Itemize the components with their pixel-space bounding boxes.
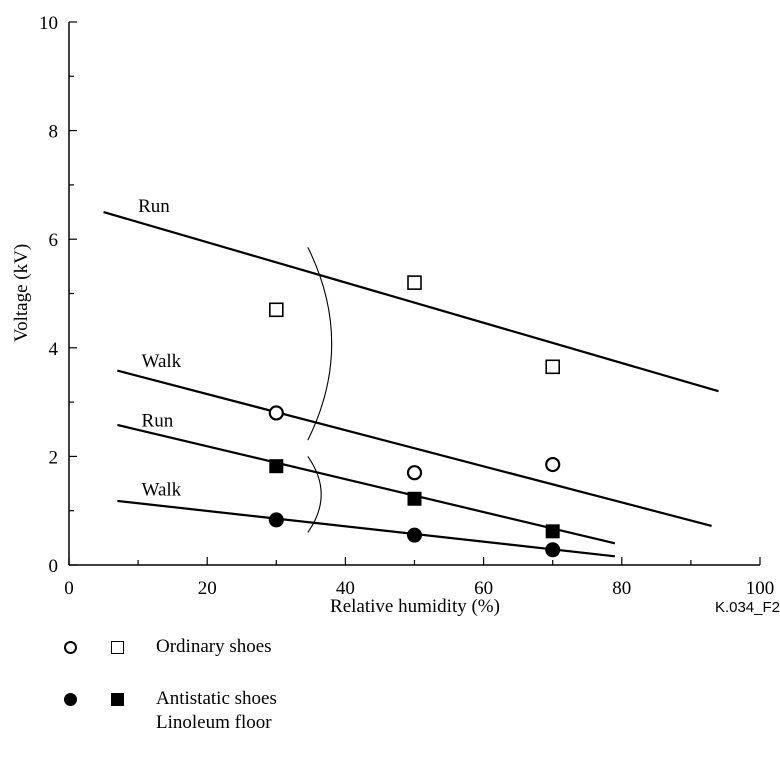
legend-label-ordinary: Ordinary shoes bbox=[156, 636, 272, 657]
trend-line bbox=[117, 499, 616, 558]
data-point-filled-square bbox=[407, 491, 422, 506]
x-tick-label: 40 bbox=[336, 578, 355, 599]
y-tick-label: 0 bbox=[49, 556, 59, 577]
brackets bbox=[307, 247, 333, 533]
x-tick-label: 100 bbox=[746, 578, 775, 599]
trend-lines bbox=[103, 210, 719, 558]
y-tick-label: 4 bbox=[49, 339, 59, 360]
y-tick-label: 10 bbox=[39, 13, 58, 34]
legend-label-antistatic: Antistatic shoes bbox=[156, 688, 277, 709]
line-label: Run bbox=[138, 196, 170, 217]
line-label: Walk bbox=[142, 479, 182, 500]
data-point-filled-circle bbox=[407, 527, 422, 543]
open-square-icon bbox=[111, 641, 124, 654]
trend-line bbox=[117, 423, 616, 545]
data-point-filled-square bbox=[545, 524, 560, 539]
y-tick-label: 6 bbox=[49, 230, 59, 251]
line-label: Walk bbox=[142, 351, 182, 372]
line-label: Run bbox=[142, 411, 174, 432]
trend-line bbox=[103, 210, 719, 393]
x-tick-label: 20 bbox=[198, 578, 217, 599]
bracket bbox=[307, 456, 322, 533]
data-point-open-circle bbox=[545, 456, 561, 473]
x-tick-label: 60 bbox=[474, 578, 493, 599]
data-point-filled-square bbox=[269, 459, 284, 474]
filled-circle-icon bbox=[64, 693, 77, 706]
legend-label-floor: Linoleum floor bbox=[156, 712, 272, 733]
data-point-open-square bbox=[407, 275, 422, 290]
filled-square-icon bbox=[111, 693, 124, 706]
line-labels: Run Walk Run Walk bbox=[138, 196, 182, 500]
data-point-filled-circle bbox=[545, 542, 561, 558]
data-point-filled-circle bbox=[268, 512, 284, 528]
y-tick-label: 8 bbox=[49, 122, 59, 143]
x-tick-label: 80 bbox=[612, 578, 631, 599]
data-points bbox=[268, 275, 561, 558]
y-tick-label: 2 bbox=[49, 447, 59, 468]
trend-line bbox=[117, 369, 712, 527]
tick-marks bbox=[68, 21, 761, 566]
open-circle-icon bbox=[64, 641, 77, 654]
data-point-open-circle bbox=[406, 465, 423, 481]
data-point-open-circle bbox=[268, 405, 284, 421]
x-axis-title: Relative humidity (%) bbox=[330, 596, 500, 617]
data-point-open-square bbox=[268, 302, 284, 318]
y-axis-title: Voltage (kV) bbox=[11, 244, 32, 342]
bracket bbox=[307, 247, 333, 441]
figure-id: K.034_F2 bbox=[715, 599, 780, 616]
x-tick-label: 0 bbox=[64, 578, 74, 599]
data-point-open-square bbox=[545, 359, 561, 375]
